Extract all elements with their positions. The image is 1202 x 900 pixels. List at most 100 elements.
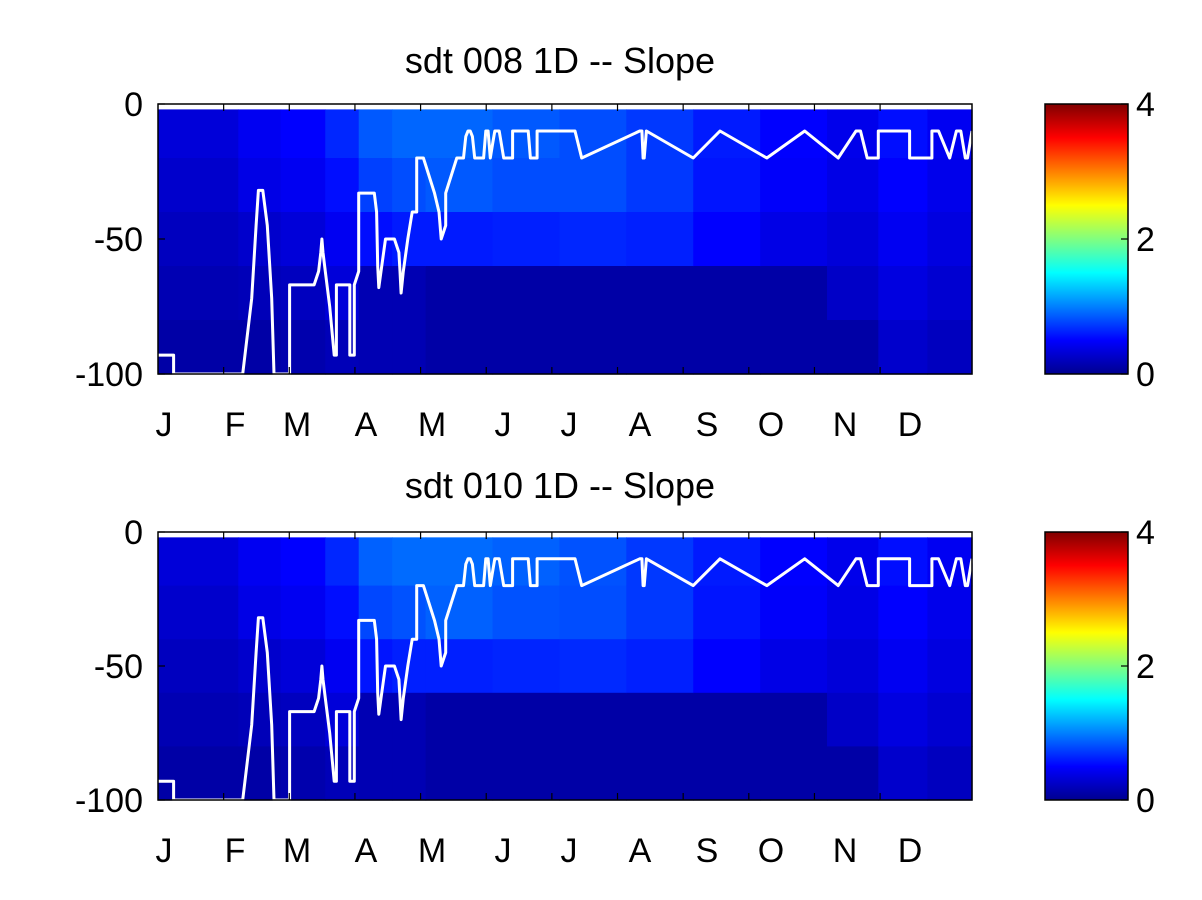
colorbar-tick-label: 0 [1136,356,1155,394]
x-tick-label: J [156,832,173,870]
heat-cell [559,639,627,694]
heat-cell [238,109,282,159]
heat-cell [280,109,326,159]
heat-cell [425,692,494,747]
heat-cell [927,585,973,640]
heat-cell [878,158,928,213]
heat-cell [559,692,627,747]
heat-cell [827,320,879,375]
x-tick-label: M [283,832,311,870]
x-tick-label: J [156,406,173,444]
x-tick-label: D [898,406,923,444]
heat-cell [425,746,494,801]
heat-cell [827,692,879,747]
chart-title: sdt 010 1D -- Slope [405,465,715,506]
heat-cell [927,639,973,694]
heat-cell [626,746,694,801]
heat-cell [559,109,627,159]
heat-cell [158,746,239,801]
heat-cell [280,585,326,640]
heat-cell [927,266,973,321]
heat-cell [878,109,928,159]
heat-cell [927,692,973,747]
heat-cell [693,212,761,267]
heat-cell [878,585,928,640]
heat-cell [693,158,761,213]
heat-cell [238,266,282,321]
heat-cell [693,746,761,801]
heat-cell [559,212,627,267]
heat-cell [358,746,393,801]
heat-cell [492,692,561,747]
heat-cell [626,692,694,747]
heat-cell [325,158,360,213]
x-tick-label: F [225,406,246,444]
heat-cell [878,320,928,375]
colorbar-tick-label: 2 [1136,648,1155,686]
x-tick-label: J [561,832,578,870]
x-tick-label: A [355,832,378,870]
heat-cell [693,692,761,747]
x-tick-label: O [758,406,784,444]
y-tick-label: -50 [94,648,143,686]
heat-cell [158,537,239,587]
heat-cell [492,320,561,375]
heat-cell [158,585,239,640]
heat-cell [158,692,239,747]
heat-cell [425,266,494,321]
heat-cell [238,639,282,694]
x-tick-label: J [561,406,578,444]
heat-cell [358,109,393,159]
heat-cell [559,320,627,375]
x-tick-label: M [283,406,311,444]
heat-cell [626,320,694,375]
heat-cell [158,158,239,213]
heat-cell [827,266,879,321]
heat-cell [827,212,879,267]
heat-cell [827,158,879,213]
y-tick-label: -100 [75,356,143,394]
heat-cell [559,585,627,640]
heat-cell [158,212,239,267]
x-tick-label: D [898,832,923,870]
heat-cell [878,537,928,587]
heat-cell [693,639,761,694]
heat-cell [559,266,627,321]
heat-cell [827,639,879,694]
y-tick-label: 0 [124,86,143,124]
heat-cell [927,746,973,801]
heat-cell [392,320,427,375]
heat-cell [325,109,360,159]
heat-cell [158,320,239,375]
heat-cell [693,320,761,375]
x-tick-label: A [629,832,652,870]
heat-cell [927,320,973,375]
heat-cell [392,537,427,587]
heat-cell [492,585,561,640]
x-tick-label: A [355,406,378,444]
heat-cell [325,639,360,694]
heat-cell [927,212,973,267]
heat-cell [760,746,828,801]
heat-cell [760,266,828,321]
heat-cell [238,212,282,267]
heat-cell [280,639,326,694]
x-tick-label: A [629,406,652,444]
colorbar-tick-label: 0 [1136,782,1155,820]
x-tick-label: J [495,832,512,870]
heat-cell [158,266,239,321]
heat-cell [325,585,360,640]
heat-cell [358,266,393,321]
x-tick-label: S [696,406,719,444]
heat-cell [392,692,427,747]
heat-cell [559,537,627,587]
heat-cell [358,537,393,587]
colorbar [1045,104,1128,374]
heat-cell [626,266,694,321]
heat-cell [392,109,427,159]
heat-cell [238,692,282,747]
heat-cell [626,585,694,640]
heat-cell [492,266,561,321]
